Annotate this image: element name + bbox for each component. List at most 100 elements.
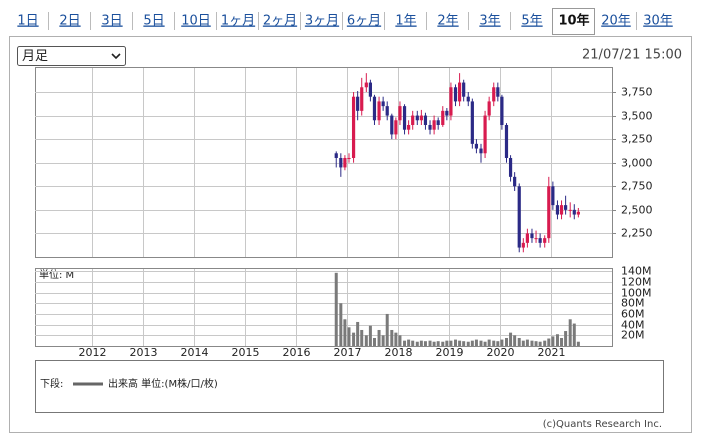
tab[interactable]: 5年	[521, 14, 542, 29]
tab[interactable]: 1年	[395, 14, 416, 29]
volume-bar	[449, 340, 453, 346]
candle-body	[462, 82, 466, 97]
volume-bar	[428, 340, 432, 346]
candle-body	[521, 242, 525, 248]
volume-bar	[504, 337, 508, 346]
candle-body	[530, 233, 534, 239]
candle-body	[487, 101, 491, 116]
candle-body	[453, 87, 458, 102]
volume-unit-label: 単位: M	[39, 268, 74, 281]
candle-body	[436, 120, 440, 125]
volume-bar	[411, 340, 415, 346]
select-chevron[interactable]	[111, 53, 121, 60]
tab[interactable]: 5日	[143, 14, 164, 29]
candle-body	[564, 205, 568, 210]
volume-bar	[360, 329, 364, 346]
tab[interactable]: 1ヶ月	[221, 14, 255, 29]
volume-bar	[394, 332, 398, 346]
price-plot-area	[35, 67, 613, 258]
x-tick-label: 2019	[436, 346, 464, 359]
volume-bar	[462, 341, 466, 346]
x-tick-label: 2014	[181, 346, 209, 359]
tab[interactable]: 3ヶ月	[305, 14, 339, 29]
tab[interactable]: 2日	[59, 14, 80, 29]
candle-body	[347, 157, 351, 159]
candle-body	[517, 186, 521, 248]
x-tick-label: 2021	[538, 346, 566, 359]
volume-bar	[454, 339, 458, 346]
candle-body	[534, 238, 538, 240]
candle-body	[381, 101, 385, 107]
candle-body	[547, 186, 551, 239]
candle-body	[500, 96, 504, 125]
volume-bar	[334, 272, 338, 346]
tab[interactable]: 10年	[558, 13, 589, 29]
tab[interactable]: 2年	[437, 14, 458, 29]
tab[interactable]: 3日	[101, 14, 122, 29]
tab[interactable]: 6ヶ月	[347, 14, 381, 29]
volume-bar	[458, 340, 462, 346]
y-tick-label: 3,000	[621, 157, 653, 170]
candle-body	[419, 115, 423, 121]
y-tick-label: 2,250	[621, 227, 653, 240]
candle-body	[360, 87, 364, 111]
volume-bar	[543, 340, 547, 346]
candle-body	[492, 87, 496, 102]
candle-body	[445, 110, 449, 116]
tab[interactable]: 2ヶ月	[263, 14, 297, 29]
x-tick-label: 2013	[130, 346, 158, 359]
period-select[interactable]	[17, 46, 126, 66]
y-tick-label: 2,750	[621, 180, 653, 193]
tab[interactable]: 10日	[181, 14, 211, 29]
volume-bar	[521, 340, 525, 346]
y2-tick-label: 120M	[621, 276, 652, 289]
volume-bar	[339, 303, 343, 346]
tab[interactable]: 1日	[17, 14, 38, 29]
candle-body	[368, 82, 372, 97]
tab[interactable]: 3年	[479, 14, 500, 29]
volume-bar	[487, 339, 491, 346]
volume-bar	[474, 339, 478, 346]
volume-bar	[381, 335, 385, 346]
candle-body	[432, 120, 436, 130]
volume-bar	[347, 327, 351, 346]
candle-body	[364, 82, 368, 88]
candle-body	[385, 106, 389, 116]
volume-bar	[445, 340, 449, 346]
y2-tick-label: 100M	[621, 287, 652, 300]
candle-body	[508, 157, 513, 177]
candle-body	[457, 82, 462, 102]
volume-bar	[419, 340, 423, 346]
volume-bar	[547, 338, 551, 346]
candle-body	[372, 96, 377, 121]
volume-bar	[576, 341, 580, 346]
volume-bar	[385, 313, 389, 346]
y-tick-label: 3,500	[621, 110, 653, 123]
x-tick-label: 2016	[283, 346, 311, 359]
x-tick-label: 2017	[334, 346, 362, 359]
volume-bar	[423, 341, 427, 346]
volume-bar	[407, 339, 411, 346]
candle-body	[538, 238, 542, 243]
copyright: (c)Quants Research Inc.	[543, 419, 662, 430]
candle-body	[398, 106, 402, 121]
period-select-value[interactable]: 月足	[22, 49, 48, 64]
volume-bar	[513, 335, 517, 346]
candle-body	[559, 205, 564, 215]
volume-bar	[572, 323, 576, 346]
volume-bar	[466, 341, 470, 346]
volume-bar	[551, 336, 555, 346]
tab[interactable]: 30年	[643, 14, 673, 29]
volume-bar	[343, 319, 347, 346]
candle-body	[572, 209, 576, 215]
volume-bar	[492, 340, 496, 346]
y-tick-label: 2,500	[621, 204, 653, 217]
tab[interactable]: 20年	[601, 14, 631, 29]
volume-bar	[525, 339, 529, 346]
volume-bar	[372, 337, 376, 346]
volume-bar	[390, 329, 394, 346]
volume-bar	[560, 337, 564, 346]
y2-tick-label: 60M	[621, 308, 645, 321]
legend-box	[35, 360, 664, 413]
